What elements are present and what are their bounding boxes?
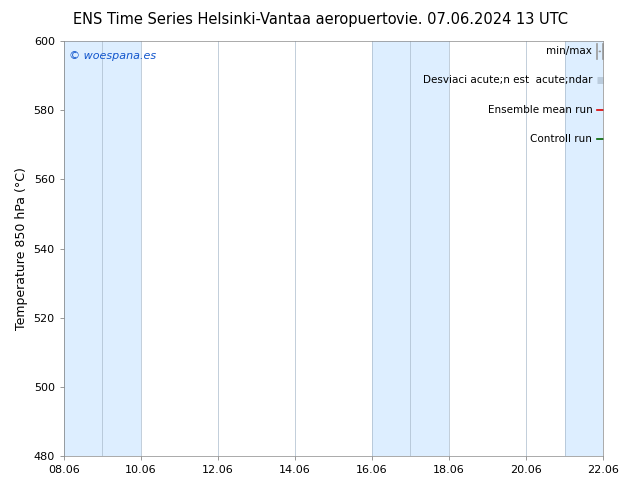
Bar — [410, 41, 449, 456]
Text: Desviaci acute;n est  acute;ndar: Desviaci acute;n est acute;ndar — [423, 75, 592, 85]
Text: min/max: min/max — [547, 47, 592, 56]
Bar — [372, 41, 410, 456]
Text: Controll run: Controll run — [531, 134, 592, 144]
Text: ENS Time Series Helsinki-Vantaa aeropuerto: ENS Time Series Helsinki-Vantaa aeropuer… — [73, 12, 396, 27]
Bar — [64, 41, 102, 456]
Text: Ensemble mean run: Ensemble mean run — [488, 104, 592, 115]
Text: vie. 07.06.2024 13 UTC: vie. 07.06.2024 13 UTC — [396, 12, 568, 27]
Text: © woespana.es: © woespana.es — [69, 51, 157, 61]
Bar — [102, 41, 141, 456]
Y-axis label: Temperature 850 hPa (°C): Temperature 850 hPa (°C) — [15, 167, 28, 330]
Bar — [564, 41, 603, 456]
